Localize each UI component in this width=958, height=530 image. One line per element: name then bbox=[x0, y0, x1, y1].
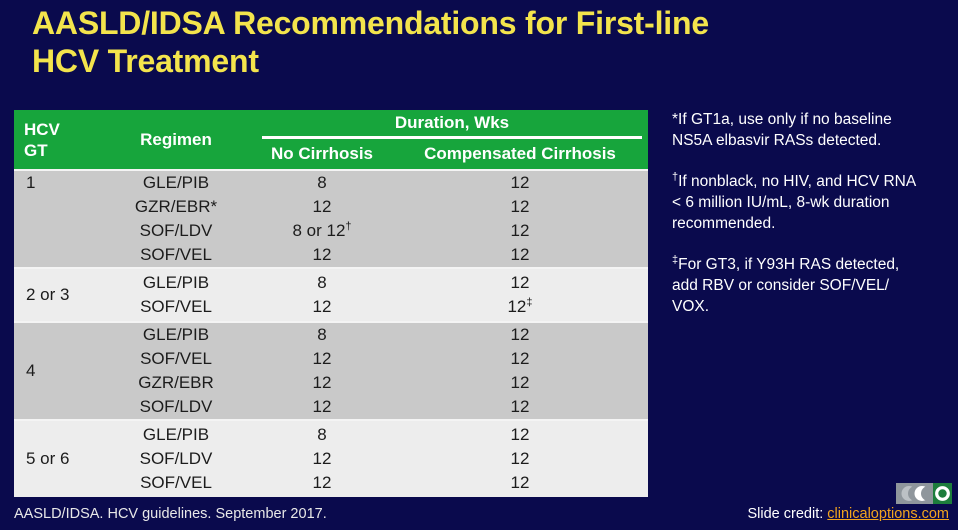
compensated-cirrhosis-cell: 12 bbox=[510, 473, 530, 492]
header-duration-group: Duration, Wks No Cirrhosis Compensated C… bbox=[252, 110, 648, 169]
regimen-cell: SOF/LDV bbox=[139, 449, 213, 468]
regimen-cell: GLE/PIB bbox=[142, 173, 210, 192]
footnote-marker: † bbox=[672, 170, 679, 183]
page-title-line2: HCV Treatment bbox=[32, 43, 259, 79]
footnotes-panel: *If GT1a, use only if no baseline NS5A e… bbox=[672, 109, 954, 337]
regimen-cell: SOF/LDV bbox=[139, 221, 213, 240]
table-header: HCV GT Regimen Duration, Wks No Cirrhosi… bbox=[14, 110, 648, 169]
regimen-cell: GLE/PIB bbox=[142, 425, 210, 444]
header-duration: Duration, Wks bbox=[262, 110, 642, 139]
no-cirrhosis-cell: 12 bbox=[312, 197, 332, 216]
compensated-cirrhosis-cell: 12 bbox=[510, 173, 530, 192]
compensated-cirrhosis-cell: 12 bbox=[510, 397, 530, 416]
gt-group-5-or-6: 5 or 6 GLE/PIB 8 12 SOF/LDV 12 12 SOF/VEL 12 12 bbox=[14, 421, 648, 497]
gt-label: 2 or 3 bbox=[26, 285, 70, 304]
gt-group-1: 1 GLE/PIB 8 12 GZR/EBR* 12 12 SOF/LDV 8 or 12† 12… bbox=[14, 171, 648, 267]
header-no-cirrhosis: No Cirrhosis bbox=[270, 144, 374, 163]
no-cirrhosis-cell: 8 bbox=[317, 173, 327, 192]
footnote-asterisk: *If GT1a, use only if no baseline NS5A e… bbox=[672, 111, 892, 149]
hcv-treatment-table: HCV GT Regimen Duration, Wks No Cirrhosi… bbox=[14, 110, 648, 497]
no-cirrhosis-cell: 12 bbox=[312, 349, 332, 368]
footnote-marker: ‡ bbox=[672, 253, 679, 266]
regimen-cell: SOF/VEL bbox=[140, 349, 212, 368]
no-cirrhosis-cell: 12 bbox=[312, 449, 332, 468]
header-regimen: Regimen bbox=[140, 129, 212, 149]
regimen-cell: SOF/VEL bbox=[140, 245, 212, 264]
slide-credit-label: Slide credit: bbox=[747, 506, 828, 522]
compensated-cirrhosis-cell: 12 bbox=[510, 245, 530, 264]
gt-group-2-or-3: 2 or 3 GLE/PIB 8 12 SOF/VEL 12 12‡ bbox=[14, 269, 648, 321]
reference-citation: AASLD/IDSA. HCV guidelines. September 20… bbox=[14, 506, 327, 522]
regimen-cell: SOF/LDV bbox=[139, 397, 213, 416]
regimen-cell: GLE/PIB bbox=[142, 325, 210, 344]
compensated-cirrhosis-cell: 12 bbox=[510, 425, 530, 444]
regimen-cell: GLE/PIB bbox=[142, 273, 210, 292]
no-cirrhosis-cell: 12 bbox=[312, 473, 332, 492]
regimen-cell: GZR/EBR bbox=[138, 373, 214, 392]
no-cirrhosis-cell: 8 bbox=[317, 273, 327, 292]
header-hcv-gt: HCV GT bbox=[24, 119, 60, 160]
gt-label: 4 bbox=[26, 361, 36, 380]
page-title-line1: AASLD/IDSA Recommendations for First-lin… bbox=[32, 5, 709, 41]
compensated-cirrhosis-cell: 12 bbox=[510, 449, 530, 468]
regimen-cell: SOF/VEL bbox=[140, 297, 212, 316]
compensated-cirrhosis-cell: 12‡ bbox=[507, 296, 533, 316]
header-duration-subcolumns: No Cirrhosis Compensated Cirrhosis bbox=[252, 139, 648, 169]
no-cirrhosis-cell: 8 bbox=[317, 325, 327, 344]
footnote-dagger: †If nonblack, no HIV, and HCV RNA < 6 mi… bbox=[672, 170, 917, 232]
compensated-cirrhosis-cell: 12 bbox=[510, 197, 530, 216]
gt-label: 1 bbox=[26, 173, 36, 192]
compensated-cirrhosis-cell: 12 bbox=[510, 325, 530, 344]
slide-credit-link[interactable]: clinicaloptions.com bbox=[827, 506, 949, 522]
no-cirrhosis-cell: 12 bbox=[312, 373, 332, 392]
footnote-double-dagger: ‡For GT3, if Y93H RAS detected, add RBV … bbox=[672, 253, 900, 315]
no-cirrhosis-cell: 8 or 12† bbox=[292, 220, 352, 240]
no-cirrhosis-cell: 12 bbox=[312, 297, 332, 316]
compensated-cirrhosis-cell: 12 bbox=[510, 349, 530, 368]
footnote-marker: * bbox=[672, 111, 679, 128]
gt-label: 5 or 6 bbox=[26, 449, 70, 468]
page-title: AASLD/IDSA Recommendations for First-lin… bbox=[32, 4, 709, 80]
no-cirrhosis-cell: 12 bbox=[312, 245, 332, 264]
compensated-cirrhosis-cell: 12 bbox=[510, 273, 530, 292]
no-cirrhosis-cell: 12 bbox=[312, 397, 332, 416]
regimen-cell: SOF/VEL bbox=[140, 473, 212, 492]
cco-logo-icon bbox=[896, 483, 952, 504]
compensated-cirrhosis-cell: 12 bbox=[510, 221, 530, 240]
slide-credit: Slide credit: clinicaloptions.com bbox=[748, 506, 950, 522]
no-cirrhosis-cell: 8 bbox=[317, 425, 327, 444]
header-compensated-cirrhosis: Compensated Cirrhosis bbox=[424, 144, 616, 163]
regimen-cell: GZR/EBR* bbox=[134, 197, 218, 216]
gt-group-4: 4 GLE/PIB 8 12 SOF/VEL 12 12 GZR/EBR 12 12 SOF/LDV… bbox=[14, 323, 648, 419]
compensated-cirrhosis-cell: 12 bbox=[510, 373, 530, 392]
